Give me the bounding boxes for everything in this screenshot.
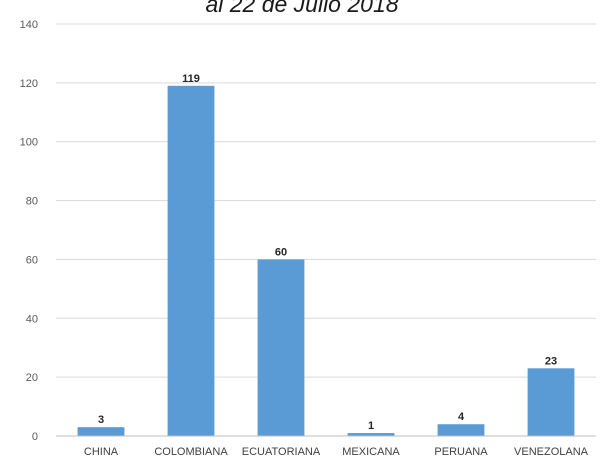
chart-title: al 22 de Julio 2018 — [205, 0, 399, 17]
y-tick-label: 20 — [26, 372, 38, 384]
bars — [77, 85, 575, 437]
data-label: 4 — [458, 411, 465, 423]
y-tick-label: 120 — [20, 78, 38, 90]
y-tick-label: 80 — [26, 196, 38, 208]
y-tick-label: 60 — [26, 254, 38, 266]
y-axis-ticks: 0 20 40 60 80 100 120 140 — [20, 19, 38, 443]
data-label: 3 — [98, 414, 104, 426]
x-axis-ticks: CHINA COLOMBIANA ECUATORIANA MEXICANA PERUAN… — [84, 446, 589, 458]
data-label: 60 — [275, 246, 287, 258]
x-tick-label: COLOMBIANA — [154, 446, 228, 458]
data-label: 23 — [545, 355, 557, 367]
x-tick-label: VENEZOLANA — [514, 446, 589, 458]
x-tick-label: MEXICANA — [342, 446, 400, 458]
y-tick-label: 140 — [20, 19, 38, 31]
bar-ecuatoriana — [257, 259, 305, 436]
bar-mexicana — [347, 433, 395, 436]
x-tick-label: ECUATORIANA — [242, 446, 321, 458]
bar-colombiana — [167, 85, 215, 437]
data-label: 1 — [368, 420, 374, 432]
data-label: 119 — [182, 73, 200, 85]
x-tick-label: CHINA — [84, 446, 119, 458]
gridlines — [56, 23, 596, 378]
bar-peruana — [437, 424, 485, 436]
bar-china — [77, 427, 125, 436]
data-labels: 3 119 60 1 4 23 — [98, 73, 557, 432]
x-tick-label: PERUANA — [434, 446, 488, 458]
y-tick-label: 40 — [26, 313, 38, 325]
y-tick-label: 100 — [20, 137, 38, 149]
y-tick-label: 0 — [32, 431, 38, 443]
bar-venezolana — [527, 368, 575, 436]
